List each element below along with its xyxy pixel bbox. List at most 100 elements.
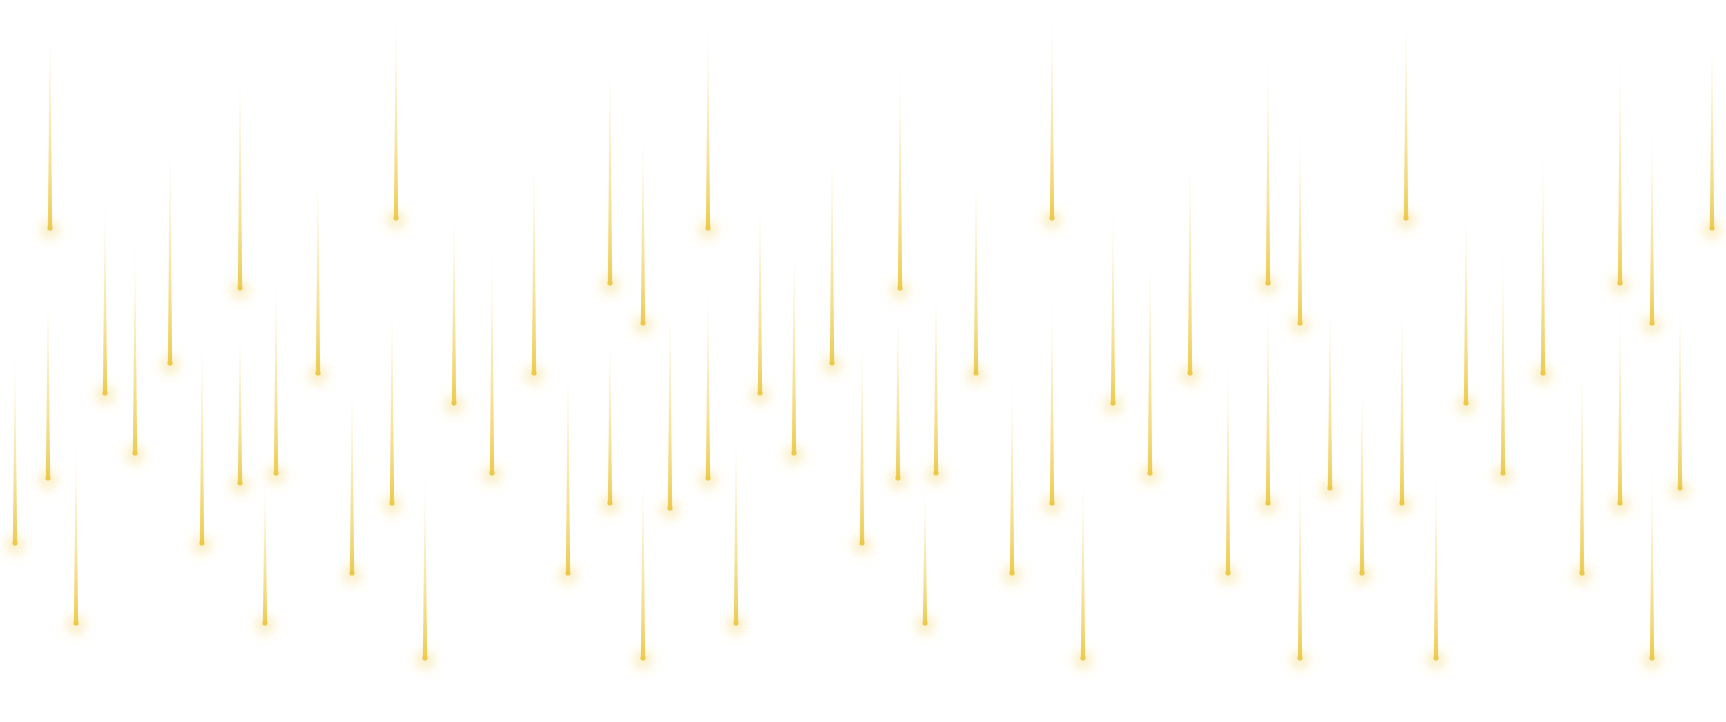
streak-head bbox=[1433, 655, 1439, 661]
streak-core bbox=[757, 185, 763, 395]
streak-core bbox=[1500, 240, 1506, 475]
streak-core bbox=[1297, 120, 1303, 325]
streak-head bbox=[262, 620, 268, 626]
light-streak bbox=[1219, 350, 1237, 584]
streak-core bbox=[1677, 290, 1683, 490]
streak-core bbox=[531, 140, 537, 375]
light-streak bbox=[193, 325, 211, 554]
light-streak bbox=[483, 240, 501, 484]
streak-core bbox=[102, 190, 108, 395]
light-streak bbox=[559, 350, 577, 584]
streak-head bbox=[1617, 500, 1623, 506]
streak-head bbox=[393, 215, 399, 221]
light-streak bbox=[891, 55, 909, 299]
streak-head bbox=[73, 620, 79, 626]
streak-core bbox=[1617, 300, 1623, 505]
light-streak bbox=[967, 160, 985, 384]
light-streak bbox=[853, 325, 871, 554]
light-streak bbox=[823, 130, 841, 374]
streak-core bbox=[451, 195, 457, 405]
light-streak bbox=[161, 130, 179, 374]
streak-core bbox=[607, 45, 613, 285]
streak-core bbox=[859, 325, 865, 545]
streak-core bbox=[199, 325, 205, 545]
streak-head bbox=[1327, 485, 1333, 491]
streak-core bbox=[705, 280, 711, 480]
streak-core bbox=[1649, 120, 1655, 325]
light-streak bbox=[1141, 240, 1159, 484]
light-streak bbox=[1353, 370, 1371, 584]
streak-core bbox=[640, 460, 646, 660]
streak-head bbox=[607, 500, 613, 506]
streak-head bbox=[667, 505, 673, 511]
streak-core bbox=[389, 290, 395, 505]
light-streak bbox=[231, 320, 249, 494]
streak-head bbox=[1049, 215, 1055, 221]
light-streak bbox=[1074, 465, 1092, 669]
light-streak bbox=[383, 290, 401, 514]
streak-head bbox=[237, 285, 243, 291]
streak-core bbox=[1403, 5, 1409, 220]
streaks-group bbox=[6, 5, 1721, 669]
streak-core bbox=[237, 320, 243, 485]
light-streak bbox=[1397, 5, 1415, 229]
light-streak bbox=[1003, 370, 1021, 584]
streak-core bbox=[12, 345, 18, 545]
streak-core bbox=[1110, 195, 1116, 405]
light-streak bbox=[1611, 300, 1629, 514]
light-streak bbox=[1573, 350, 1591, 584]
light-streak bbox=[1643, 460, 1661, 669]
streak-head bbox=[733, 620, 739, 626]
streak-head bbox=[933, 470, 939, 476]
light-streak bbox=[267, 270, 285, 484]
light-streak bbox=[601, 325, 619, 514]
light-streak bbox=[67, 435, 85, 634]
streak-head bbox=[12, 540, 18, 546]
streak-head bbox=[897, 285, 903, 291]
streak-head bbox=[422, 655, 428, 661]
light-streak bbox=[1181, 140, 1199, 384]
streak-core bbox=[422, 465, 428, 660]
streak-head bbox=[132, 450, 138, 456]
light-streak bbox=[916, 480, 934, 634]
light-streak bbox=[601, 45, 619, 294]
light-streak bbox=[1104, 195, 1122, 414]
streak-head bbox=[922, 620, 928, 626]
streak-head bbox=[1359, 570, 1365, 576]
streak-core bbox=[1009, 370, 1015, 575]
light-streak bbox=[445, 195, 463, 414]
light-streak bbox=[6, 345, 24, 554]
streak-head bbox=[640, 320, 646, 326]
streak-head bbox=[199, 540, 205, 546]
streak-head bbox=[167, 360, 173, 366]
light-streak bbox=[699, 15, 717, 239]
light-streak bbox=[785, 230, 803, 464]
streak-head bbox=[47, 225, 53, 231]
streak-core bbox=[829, 130, 835, 365]
streak-core bbox=[1147, 240, 1153, 475]
light-streak bbox=[727, 420, 745, 634]
streak-head bbox=[705, 225, 711, 231]
streak-core bbox=[1080, 465, 1086, 660]
streak-core bbox=[640, 120, 646, 325]
streak-head bbox=[1265, 500, 1271, 506]
light-streak bbox=[1259, 45, 1277, 294]
light-streak bbox=[39, 280, 57, 489]
streak-core bbox=[1433, 465, 1439, 660]
light-streak bbox=[889, 300, 907, 489]
streak-head bbox=[1049, 500, 1055, 506]
streak-core bbox=[1617, 45, 1623, 285]
streak-core bbox=[733, 420, 739, 625]
streak-head bbox=[1709, 225, 1715, 231]
light-streak bbox=[1259, 290, 1277, 514]
light-streak bbox=[416, 465, 434, 669]
light-streak bbox=[927, 270, 945, 484]
streak-core bbox=[895, 300, 901, 480]
light-streak bbox=[1703, 25, 1721, 239]
light-streak bbox=[1671, 290, 1689, 499]
light-streak bbox=[1321, 290, 1339, 499]
streak-core bbox=[1540, 140, 1546, 375]
streak-core bbox=[73, 435, 79, 625]
